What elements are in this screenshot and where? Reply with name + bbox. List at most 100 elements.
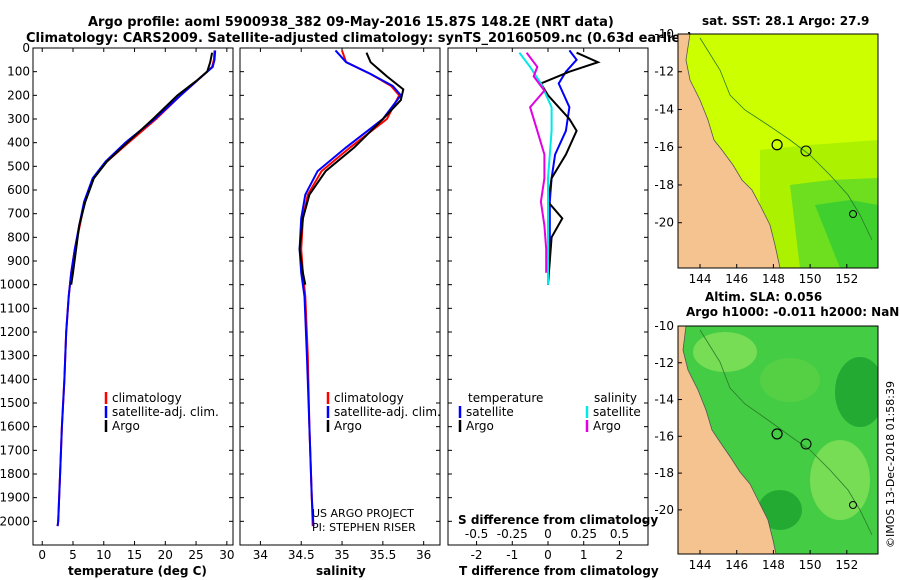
depth-tick-label: 1900 (0, 491, 30, 505)
sst-land-mass (678, 34, 781, 268)
depth-tick-label: 200 (7, 88, 30, 102)
map-lon-tick-label: 146 (725, 558, 748, 572)
s-diff-tick-label: 0.5 (610, 527, 629, 541)
x-tick-label: 15 (127, 548, 142, 562)
x-tick-label: 0 (544, 548, 552, 562)
temperature-profiles (56, 50, 217, 527)
sla-argo-float-marker (771, 428, 783, 440)
sla-map-frame (677, 325, 879, 555)
x-tick-label: 30 (219, 548, 234, 562)
map-lat-tick-label: -20 (654, 216, 674, 230)
map-lat-tick-label: -18 (654, 466, 674, 480)
depth-tick-label: 0 (22, 41, 30, 55)
sla-bathymetry-contour (699, 329, 873, 536)
x-tick-label: 2 (616, 548, 624, 562)
legend-satellite-label: satellite-adj. clim. (334, 405, 441, 419)
salinity-legend: climatology satellite-adj. clim. Argo (326, 391, 441, 433)
map-lon-tick-label: 146 (725, 272, 748, 286)
figure-title-line2: Climatology: CARS2009. Satellite-adjuste… (26, 31, 693, 46)
x-tick-label: -2 (471, 548, 483, 562)
map-lon-tick-label: 152 (835, 272, 858, 286)
sst-coolest-region (815, 200, 878, 268)
map-lon-tick-label: 144 (689, 272, 712, 286)
map-lat-tick-label: -16 (654, 429, 674, 443)
depth-tick-label: 1200 (0, 325, 30, 339)
series-satellite-adj-clim- (298, 49, 403, 527)
map-lat-tick-label: -10 (654, 319, 674, 333)
temperature-x-axis: 0 5 10 15 20 25 30 (33, 47, 234, 562)
map-lon-tick-label: 148 (762, 272, 785, 286)
sst-map-panel: sat. SST: 28.1 Argo: 27.9 144 146 148 150 15… (654, 14, 879, 286)
map-lon-tick-label: 144 (689, 558, 712, 572)
depth-tick-label: 1000 (0, 278, 30, 292)
map-lat-tick-label: -20 (654, 503, 674, 517)
t-difference-x-axis: -2 -1 0 1 2 (448, 47, 648, 562)
legend-argo-label: Argo (112, 419, 140, 433)
legend-climatology-label: climatology (112, 391, 182, 405)
map-lon-tick-label: 152 (835, 558, 858, 572)
salinity-profiles (298, 49, 405, 527)
x-tick-label: 1 (580, 548, 588, 562)
credit-project: US ARGO PROJECT (312, 507, 414, 520)
legend-s-satellite-label: satellite (593, 405, 641, 419)
s-diff-tick-label: 0 (544, 527, 552, 541)
depth-tick-label: 900 (7, 254, 30, 268)
sst-map-title: sat. SST: 28.1 Argo: 27.9 (702, 14, 869, 28)
sla-low-anomaly-1 (835, 357, 878, 427)
s-diff-tick-label: 0.25 (570, 527, 597, 541)
x-tick-label: 36 (416, 548, 431, 562)
x-tick-label: 5 (69, 548, 77, 562)
depth-tick-label: 1100 (0, 301, 30, 315)
depth-tick-label: 100 (7, 65, 30, 79)
x-tick-label: -1 (506, 548, 518, 562)
legend-t-argo-label: Argo (466, 419, 494, 433)
depth-tick-label: 500 (7, 159, 30, 173)
s-difference-x-axis: -0.5 -0.25 0 0.25 0.5 (465, 527, 629, 541)
t-difference-x-axis-label: T difference from climatology (459, 564, 659, 578)
sst-map-area (678, 34, 878, 268)
figure-title-line1: Argo profile: aoml 5900938_382 09-May-20… (88, 15, 614, 30)
sla-low-anomaly-2 (758, 490, 802, 530)
legend-t-satellite-label: satellite (466, 405, 514, 419)
sla-map-area (678, 326, 878, 554)
map-lon-tick-label: 148 (762, 558, 785, 572)
s-diff-tick-label: -0.25 (497, 527, 528, 541)
salinity-panel: 34 34.5 35 35.5 36 salinity climatology sate… (239, 47, 441, 578)
sla-high-anomaly-1 (693, 332, 757, 372)
depth-tick-label: 300 (7, 112, 30, 126)
difference-panel: -2 -1 0 1 2 -0.5 -0.25 0 0.25 0.5 T difference f… (447, 47, 659, 578)
depth-tick-label: 400 (7, 136, 30, 150)
depth-tick-label: 1400 (0, 372, 30, 386)
legend-satellite-label: satellite-adj. clim. (112, 405, 219, 419)
map-lat-tick-label: -14 (654, 102, 674, 116)
map-lat-tick-label: -12 (654, 65, 674, 79)
x-tick-label: 25 (188, 548, 203, 562)
x-tick-label: 35.5 (369, 548, 396, 562)
temperature-panel: 0100200300400500600700800900100011001200… (0, 41, 234, 578)
difference-profiles (518, 49, 601, 285)
sla-land-mass (678, 326, 777, 554)
depth-tick-label: 1500 (0, 396, 30, 410)
map-lat-tick-label: -12 (654, 356, 674, 370)
sla-reef-marker (800, 438, 812, 450)
s-difference-x-axis-label: S difference from climatology (458, 513, 658, 527)
sst-island-marker (849, 210, 857, 218)
legend-s-argo-label: Argo (593, 419, 621, 433)
s-diff-tick-label: -0.5 (465, 527, 488, 541)
depth-tick-label: 800 (7, 230, 30, 244)
depth-tick-label: 700 (7, 207, 30, 221)
salinity-x-axis-label: salinity (316, 564, 366, 578)
sla-mid-anomaly (760, 358, 820, 402)
temperature-x-axis-label: temperature (deg C) (68, 564, 207, 578)
x-tick-label: 34 (253, 548, 268, 562)
depth-axis: 0 100 200 300 400 500 600 700 800 900 1000 1100 1200… (0, 41, 30, 528)
depth-tick-label: 2000 (0, 514, 30, 528)
map-lon-tick-label: 150 (799, 272, 822, 286)
sla-map-subtitle: Argo h1000: -0.011 h2000: NaN (686, 305, 899, 319)
difference-legend: temperature satellite Argo salinity sate… (458, 391, 641, 433)
sla-map-panel: Altim. SLA: 0.056 Argo h1000: -0.011 h20… (654, 290, 899, 572)
sla-island-marker (849, 501, 857, 509)
depth-tick-label: 1700 (0, 443, 30, 457)
depth-tick-label: 1800 (0, 467, 30, 481)
